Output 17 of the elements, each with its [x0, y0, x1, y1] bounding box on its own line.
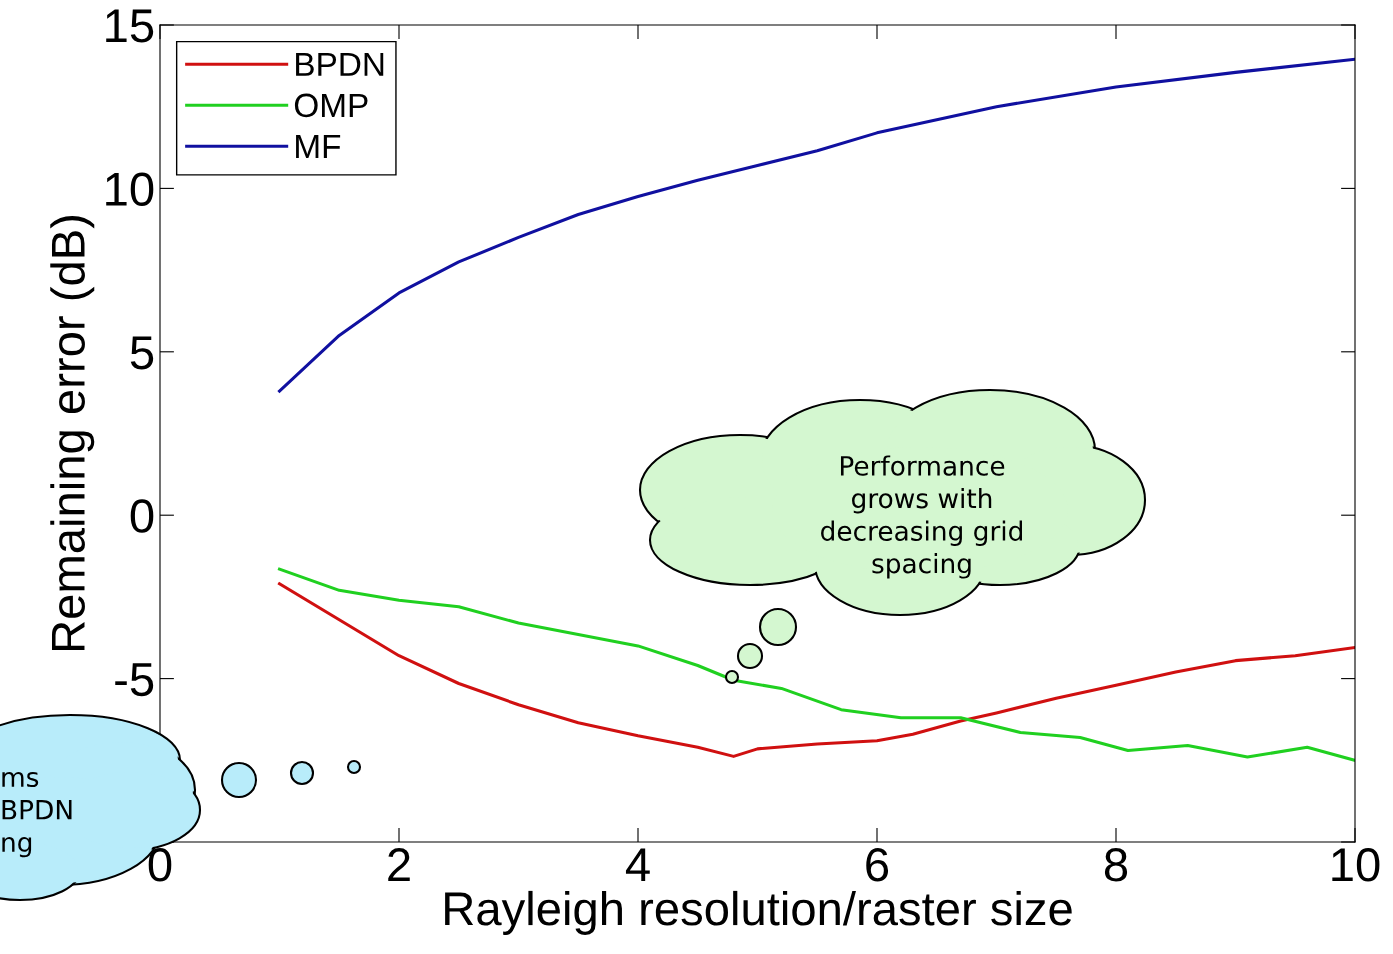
y-tick-label: 10 [106, 172, 154, 206]
y-axis-title: Remaining error (dB) [50, 215, 95, 651]
y-tick-label: 5 [130, 336, 154, 370]
text: ms BPDN ng [2, 771, 72, 858]
legend-label: MF [296, 135, 341, 158]
x-tick-label: 8 [1104, 848, 1128, 882]
x-tick-label: 4 [625, 848, 650, 882]
y-tick-label: 15 [106, 9, 154, 43]
legend-label: BPDN [296, 52, 384, 76]
x-tick-label: 6 [866, 848, 889, 882]
x-tick-label: 2 [388, 848, 410, 882]
y-tick-label: 0 [130, 499, 154, 533]
annotation: Performance grows with decreasing grid spacing [821, 455, 1022, 579]
y-tick-label: -5 [115, 663, 154, 697]
legend-label: OMP [294, 93, 368, 118]
x-tick-label: 10 [1332, 848, 1380, 882]
x-axis-title: Rayleigh resolution/raster size [445, 890, 1072, 935]
